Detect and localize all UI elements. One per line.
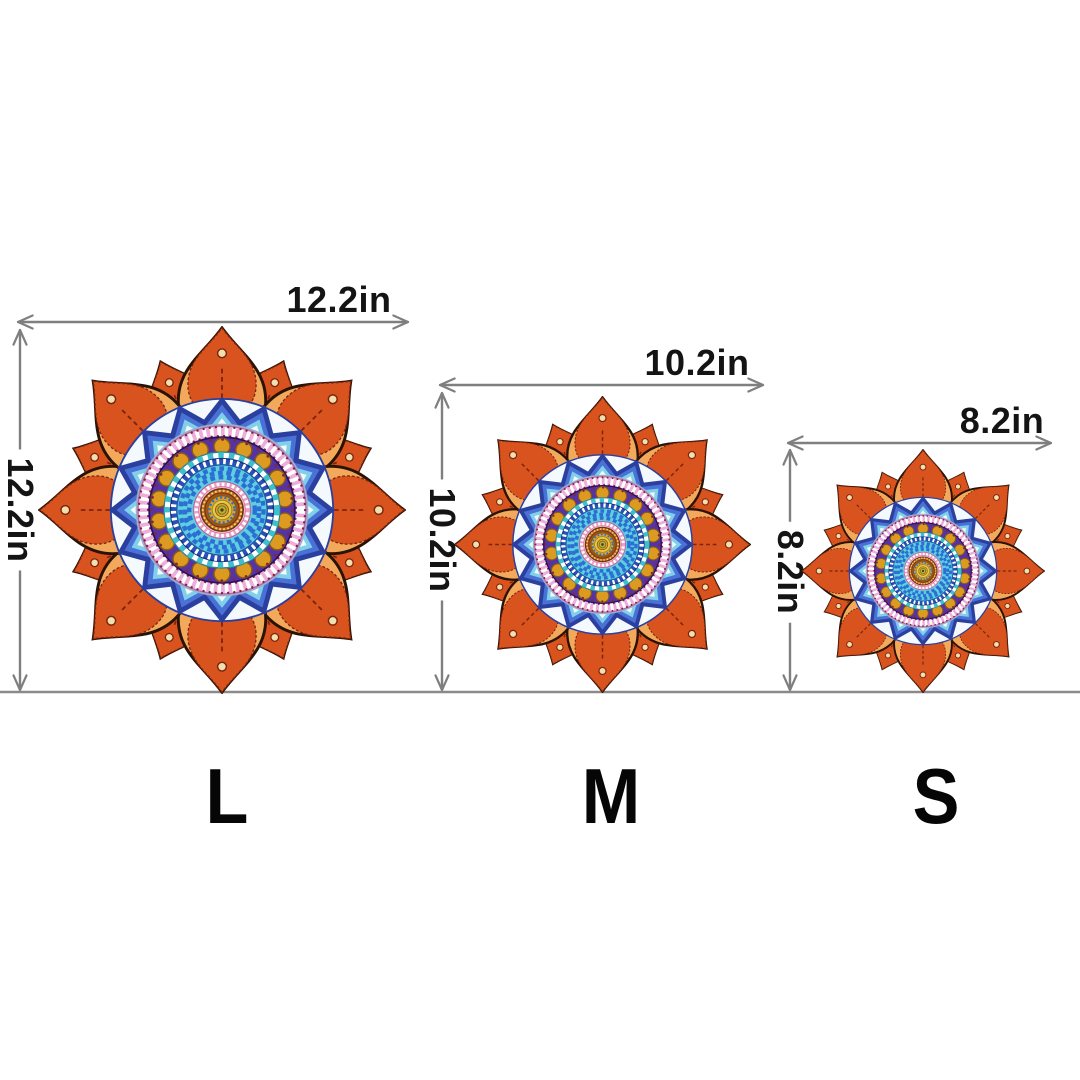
size-label-large: L bbox=[205, 752, 249, 840]
mandala-medium bbox=[454, 396, 751, 693]
size-label-small: S bbox=[912, 752, 960, 840]
height-dim-label-large: 12.2in bbox=[0, 449, 42, 571]
mandala-large bbox=[38, 326, 406, 694]
width-dim-label-large: 12.2in bbox=[286, 279, 392, 320]
mandala-small bbox=[801, 449, 1045, 693]
size-label-medium: M bbox=[581, 752, 641, 840]
width-dim-label-medium: 10.2in bbox=[644, 342, 750, 383]
width-dim-label-small: 8.2in bbox=[959, 400, 1045, 441]
